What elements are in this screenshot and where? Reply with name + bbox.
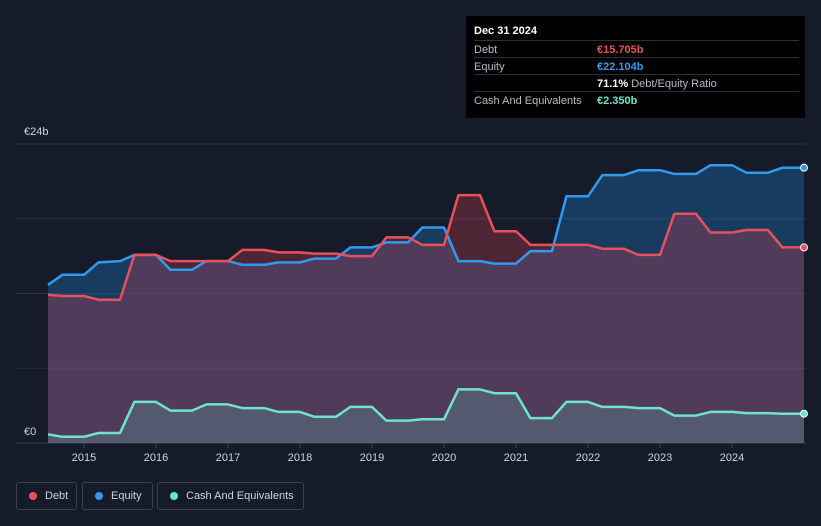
legend-item-debt[interactable]: Debt — [16, 482, 77, 510]
cash-dot-icon — [170, 492, 178, 500]
debt-line — [47, 193, 804, 301]
x-tick-label: 2020 — [432, 452, 456, 464]
equity-line — [47, 163, 804, 286]
tooltip-ratio: 71.1% Debt/Equity Ratio — [597, 78, 717, 90]
legend-item-equity[interactable]: Equity — [82, 482, 153, 510]
tooltip-equity-label: Equity — [474, 61, 505, 73]
x-tick-label: 2021 — [504, 452, 528, 464]
cash-and-equivalents-line — [47, 388, 804, 439]
y-axis-ticks: €24b €0 — [24, 126, 48, 438]
series-end-markers — [800, 163, 808, 418]
debt-area — [48, 195, 804, 443]
tooltip-debt-value: €15.705b — [597, 44, 644, 56]
x-tick-label: 2023 — [648, 452, 672, 464]
x-tick-label: 2015 — [72, 452, 96, 464]
tooltip-cash-label: Cash And Equivalents — [474, 95, 582, 107]
y-tick-label-top: €24b — [24, 126, 48, 138]
tooltip-date: Dec 31 2024 — [474, 25, 537, 37]
tooltip-equity-value: €22.104b — [597, 61, 644, 73]
x-axis-ticks: 2015 2016 2017 2018 2019 2020 2021 2022 2023 2024 — [72, 443, 744, 464]
x-tick-label: 2022 — [576, 452, 600, 464]
x-tick-label: 2024 — [720, 452, 744, 464]
cash-and-equivalents-end-point — [800, 409, 808, 418]
tooltip-row-equity: Equity €22.104b — [474, 57, 799, 75]
equity-dot-icon — [95, 492, 103, 500]
y-tick-label-bottom: €0 — [24, 426, 36, 438]
cash-and-equivalents-area — [48, 389, 804, 443]
tooltip-row-debt: Debt €15.705b — [474, 40, 799, 58]
tooltip-row-ratio: 71.1% Debt/Equity Ratio — [474, 74, 799, 92]
x-tick-label: 2016 — [144, 452, 168, 464]
legend-item-cash[interactable]: Cash And Equivalents — [157, 482, 304, 510]
series-lines — [47, 163, 804, 439]
tooltip-ratio-label: Debt/Equity Ratio — [631, 78, 717, 90]
tooltip-row-cash: Cash And Equivalents €2.350b — [474, 91, 799, 109]
debt-dot-icon — [29, 492, 37, 500]
legend-equity-label: Equity — [111, 490, 142, 502]
equity-area — [48, 165, 804, 443]
debt-end-point — [800, 243, 808, 252]
equity-end-point — [800, 163, 808, 172]
tooltip-debt-label: Debt — [474, 44, 498, 56]
legend-cash-label: Cash And Equivalents — [186, 490, 294, 502]
x-tick-label: 2018 — [288, 452, 312, 464]
tooltip-cash-value: €2.350b — [597, 95, 638, 107]
tooltip: Dec 31 2024 Debt €15.705b Equity €22.104… — [466, 16, 805, 118]
x-tick-label: 2017 — [216, 452, 240, 464]
series-areas — [48, 165, 804, 443]
gridlines — [16, 143, 806, 444]
tooltip-ratio-value: 71.1% — [597, 78, 629, 90]
x-tick-label: 2019 — [360, 452, 384, 464]
legend-debt-label: Debt — [45, 490, 69, 502]
